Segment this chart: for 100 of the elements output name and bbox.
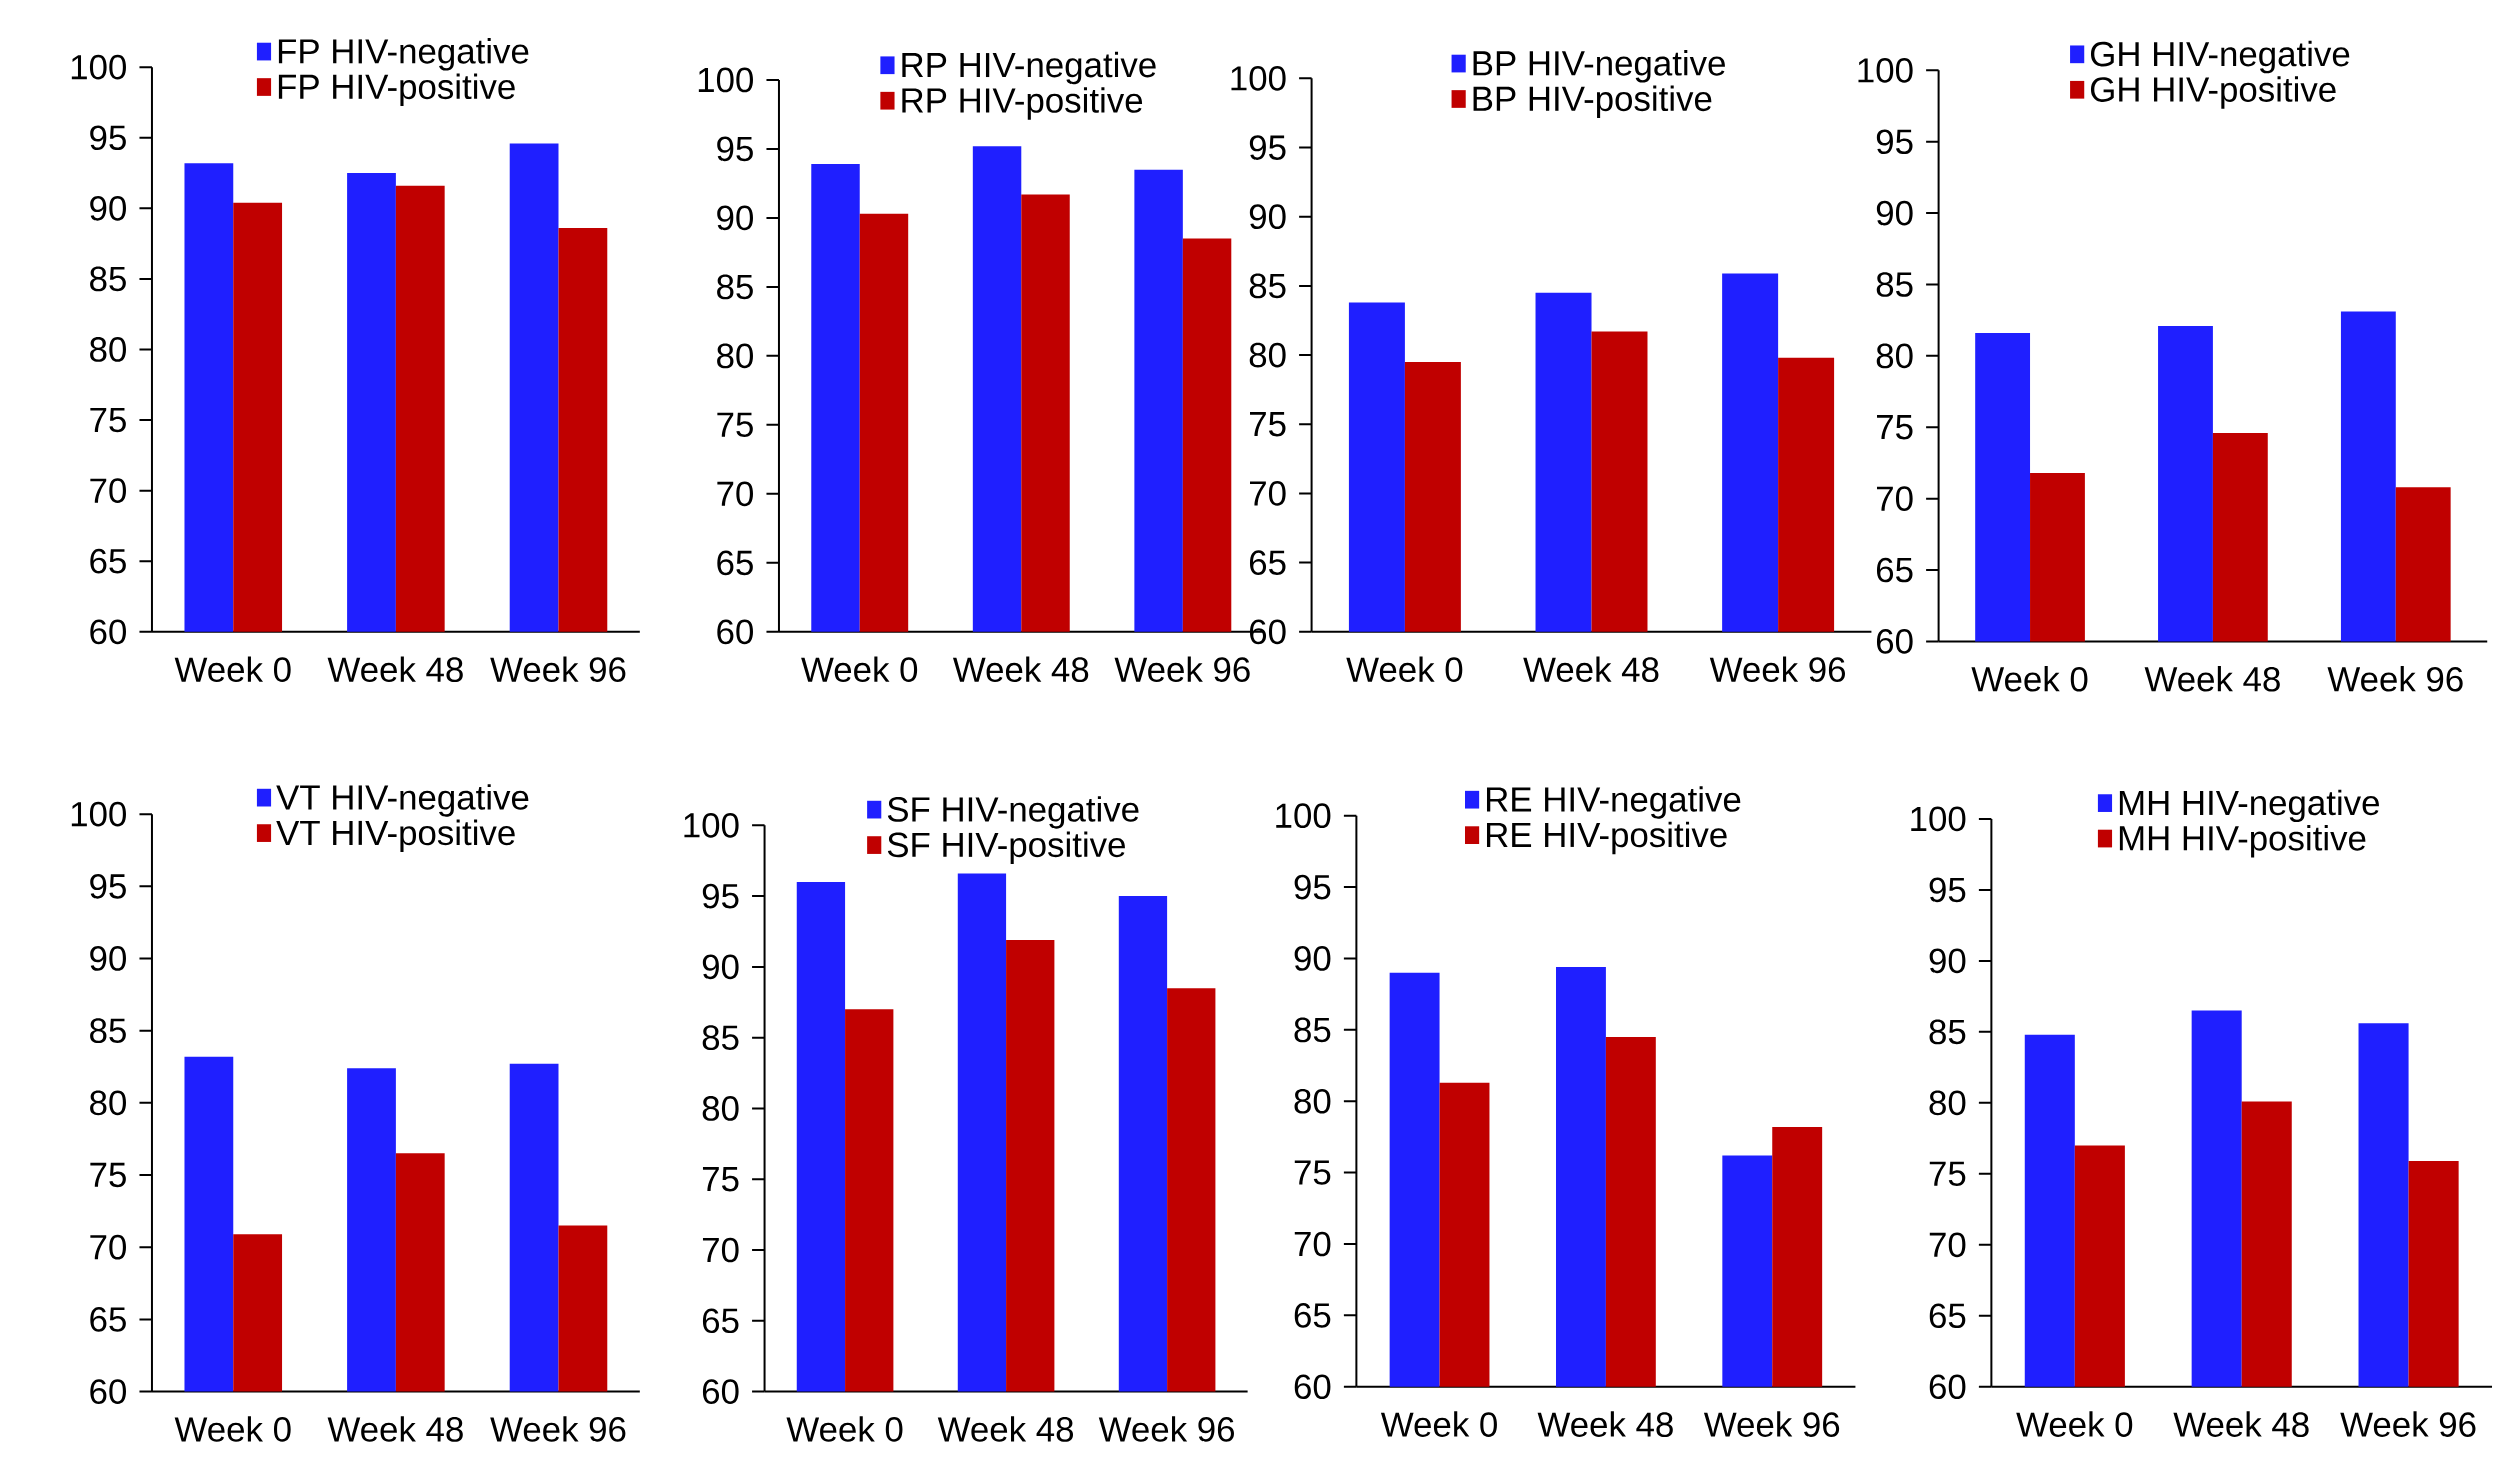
y-tick-label: 75 [702,1167,739,1192]
y-tick-label: 75 [1929,1161,1966,1186]
x-tick-label: Week 0 [1971,665,2088,692]
y-tick-label: 80 [1294,1088,1331,1114]
legend-label: SF HIV-negative [887,796,1139,829]
legend-label: BP HIV-positive [1473,85,1712,118]
y-tick-label: 60 [1929,1374,1966,1400]
x-tick-label: Week 0 [1346,656,1463,682]
x-tick-label: Week 48 [952,656,1089,682]
y-tick-label: 100 [698,67,753,93]
x-tick-label: Week 96 [490,656,626,682]
legend-label: GH HIV-negative [2090,40,2350,74]
y-tick-label: 80 [1929,1090,1966,1116]
y-tick-label: 85 [702,1025,739,1050]
x-tick-label: Week 96 [1114,656,1250,682]
x-tick-label: Week 0 [801,656,918,682]
legend-label: GH HIV-positive [2090,76,2336,109]
y-tick-label: 85 [90,1018,126,1043]
y-tick-label: 60 [1876,628,1913,654]
y-tick-label: 65 [1876,557,1913,583]
y-tick-label: 65 [1294,1302,1331,1328]
x-tick-label: Week 0 [2016,1411,2133,1437]
y-tick-label: 75 [90,407,126,433]
y-tick-label: 70 [717,481,753,507]
x-tick-label: Week 96 [2327,665,2463,692]
y-tick-label: 95 [717,136,753,162]
y-tick-label: 90 [1294,946,1331,971]
x-tick-label: Week 0 [174,1416,291,1442]
y-tick-label: 60 [1294,1374,1331,1400]
x-tick-label: Week 48 [937,1416,1074,1442]
legend-label: RP HIV-positive [902,87,1143,120]
y-tick-label: 70 [1294,1231,1331,1257]
legend-label: SF HIV-positive [887,831,1125,865]
y-tick-label: 90 [1876,200,1913,226]
y-tick-label: 100 [1858,57,1913,83]
legend-label: MH HIV-positive [2119,825,2366,858]
x-tick-label: Week 0 [174,656,291,682]
x-tick-label: Week 96 [1709,656,1845,682]
y-tick-label: 90 [717,205,753,231]
y-tick-label: 60 [90,619,126,645]
y-tick-label: 75 [717,412,753,437]
y-tick-label: 70 [90,1234,126,1260]
y-tick-label: 90 [702,954,739,980]
y-tick-label: 100 [1231,65,1286,91]
x-tick-label: Week 48 [2173,1411,2309,1437]
x-tick-label: Week 96 [2340,1411,2476,1437]
y-tick-label: 75 [1294,1160,1331,1185]
x-tick-label: Week 48 [1537,1411,1673,1437]
y-tick-label: 70 [1929,1232,1966,1258]
y-tick-label: 95 [1294,874,1331,900]
y-tick-label: 70 [1877,486,1913,511]
legend-label: RE HIV-negative [1486,786,1741,819]
y-tick-label: 85 [1294,1017,1331,1043]
y-tick-label: 70 [702,1237,739,1263]
y-tick-label: 85 [1929,1019,1966,1045]
x-tick-label: Week 0 [1380,1411,1497,1437]
y-tick-label: 95 [702,883,739,909]
y-tick-label: 85 [717,274,753,300]
y-tick-label: 100 [71,54,126,80]
y-tick-label: 95 [1929,877,1966,903]
y-tick-label: 80 [90,1090,126,1116]
y-tick-label: 100 [1276,803,1331,829]
x-tick-label: Week 48 [2144,665,2280,692]
legend-label: FP HIV-positive [278,73,515,106]
y-tick-label: 70 [90,478,126,503]
x-tick-label: Week 48 [327,1416,463,1442]
legend-label: FP HIV-negative [278,38,529,71]
y-tick-label: 80 [702,1096,739,1121]
y-tick-label: 95 [90,873,126,899]
y-tick-label: 80 [1876,343,1913,369]
y-tick-label: 90 [1929,948,1966,974]
y-tick-label: 95 [1876,129,1913,155]
x-tick-label: Week 96 [490,1416,626,1442]
y-tick-label: 60 [717,619,753,645]
y-tick-label: 60 [702,1379,739,1404]
y-tick-label: 65 [702,1308,739,1334]
y-tick-label: 100 [1911,806,1966,832]
y-tick-label: 80 [90,337,126,362]
x-tick-label: Week 48 [327,656,463,682]
y-tick-label: 65 [717,550,753,576]
legend-label: VT HIV-positive [276,819,515,853]
y-tick-label: 80 [717,343,753,369]
x-tick-label: Week 96 [1703,1411,1840,1437]
y-tick-label: 90 [90,195,126,221]
y-tick-label: 75 [90,1162,126,1188]
x-tick-label: Week 48 [1523,656,1659,682]
y-tick-label: 65 [90,548,126,574]
y-tick-label: 95 [1249,135,1286,160]
x-tick-label: Week 0 [786,1416,903,1442]
y-tick-label: 85 [90,266,126,292]
x-tick-label: Week 96 [1098,1416,1234,1442]
y-tick-label: 90 [1249,204,1286,230]
y-tick-label: 100 [684,812,739,838]
y-tick-label: 75 [1877,415,1913,440]
y-tick-label: 85 [1249,273,1286,299]
y-tick-label: 65 [1929,1303,1966,1329]
y-tick-label: 70 [1250,481,1286,506]
y-tick-label: 65 [1249,550,1286,575]
y-tick-label: 75 [1250,412,1286,437]
y-tick-label: 80 [1249,342,1286,368]
